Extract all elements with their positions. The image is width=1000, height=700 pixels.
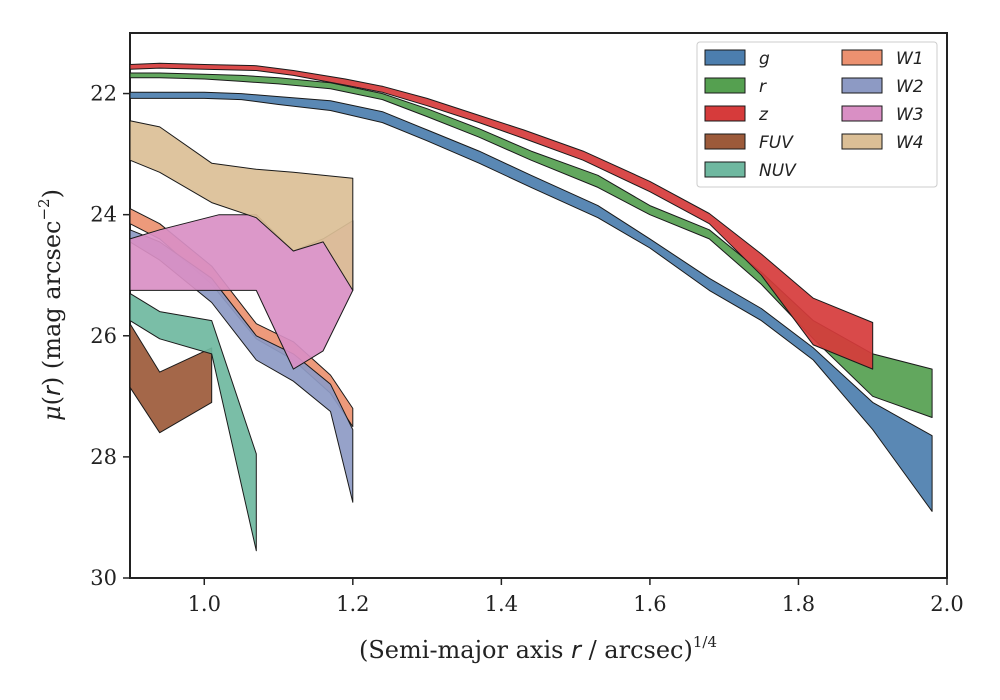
y-tick-label: 26	[90, 324, 117, 348]
y-tick-label: 22	[90, 82, 117, 106]
x-tick-label: 1.4	[485, 592, 518, 616]
series-band-g	[129, 91, 933, 512]
y-axis-label: μ(r) (mag arcsec−2)	[35, 189, 66, 421]
legend-label-z: z	[758, 105, 769, 125]
x-tick-label: 1.8	[782, 592, 815, 616]
y-axis-label-close: )	[38, 189, 66, 198]
legend-label-r: r	[759, 77, 767, 97]
legend-swatch-nuv	[704, 161, 746, 178]
legend: grz FUV NUV W1 W2 W3 W4	[696, 41, 938, 188]
x-axis-label-prefix: (Semi-major axis	[359, 636, 571, 664]
legend-swatch-z	[704, 105, 746, 122]
legend-swatch-fuv	[704, 133, 746, 150]
x-tick-label: 1.6	[633, 592, 666, 616]
legend-swatch-w1	[841, 49, 883, 66]
y-axis-label-mu: μ	[38, 405, 66, 421]
legend-swatch-w3	[841, 105, 883, 122]
series-band-r	[129, 72, 933, 418]
legend-label-nuv: NUV	[759, 161, 797, 181]
legend-label-fuv: FUV	[759, 133, 794, 153]
legend-label-w3: W3	[896, 105, 924, 125]
x-axis-label-var: r	[571, 636, 583, 664]
legend-swatch-r	[704, 77, 746, 94]
x-axis-label-exponent: 1/4	[693, 633, 717, 651]
series-layer	[129, 62, 933, 552]
legend-swatch-w4	[841, 133, 883, 150]
axis-layer: 1.0 1.2 1.4 1.6 1.8 2.0 22 24 26 28 30	[90, 82, 963, 616]
x-tick-label: 2.0	[930, 592, 963, 616]
y-axis-label-open: (	[38, 396, 66, 405]
y-tick-label: 24	[90, 203, 117, 227]
y-axis-label-exponent: −2	[35, 198, 53, 220]
y-axis-label-var: r	[38, 384, 66, 396]
series-band-fuv	[129, 323, 213, 434]
legend-label-g: g	[759, 49, 770, 69]
legend-swatch-w2	[841, 77, 883, 94]
series-band-w4	[129, 120, 354, 291]
series-band-z	[129, 62, 874, 370]
y-tick-label: 30	[90, 566, 117, 590]
x-tick-label: 1.2	[336, 592, 369, 616]
y-axis-label-units: ) (mag arcsec	[38, 221, 66, 387]
legend-label-w1: W1	[896, 49, 924, 69]
x-axis-label: (Semi-major axis r / arcsec)1/4	[359, 633, 717, 664]
legend-swatch-g	[704, 49, 746, 66]
series-band-nuv	[129, 292, 257, 552]
legend-label-w2: W2	[896, 77, 924, 97]
x-axis-label-suffix: / arcsec)	[581, 636, 693, 664]
x-tick-label: 1.0	[188, 592, 221, 616]
y-tick-label: 28	[90, 445, 117, 469]
legend-label-w4: W4	[896, 133, 924, 153]
